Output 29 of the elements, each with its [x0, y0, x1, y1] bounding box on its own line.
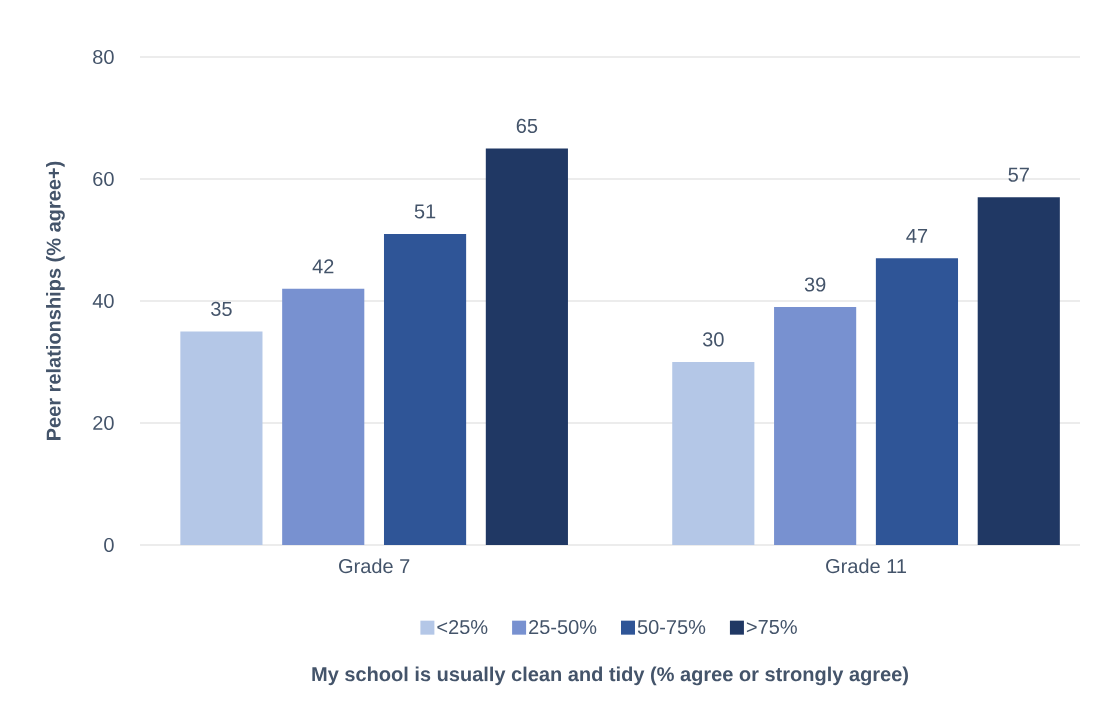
bar — [875, 258, 959, 545]
bar — [282, 288, 365, 545]
data-label: 42 — [312, 259, 334, 274]
x-axis-title: My school is usually clean and tidy (% agree or strongly agree) — [312, 666, 908, 686]
data-label: 47 — [906, 229, 928, 243]
legend-label: 25-50% — [529, 619, 597, 635]
bar — [485, 148, 568, 545]
y-tick-label: 60 — [93, 171, 114, 187]
data-label: 65 — [516, 118, 538, 133]
bar — [180, 331, 263, 545]
y-tick-label: 20 — [93, 415, 114, 431]
bar — [383, 233, 467, 545]
bar — [977, 197, 1060, 545]
y-tick-label: 80 — [93, 49, 114, 65]
bar — [774, 307, 857, 545]
legend-label: <25% — [437, 619, 488, 635]
data-label: 35 — [211, 301, 232, 316]
legend-label: >75% — [746, 619, 797, 635]
data-label: 57 — [1008, 167, 1029, 182]
data-label: 39 — [804, 277, 826, 292]
y-axis-title: Peer relationships (% agree+) — [46, 161, 65, 440]
y-tick-label: 40 — [92, 293, 114, 309]
legend-label: 50-75% — [637, 619, 706, 635]
x-tick-label: Grade 7 — [339, 558, 410, 574]
x-tick-label: Grade 11 — [826, 558, 907, 574]
data-label: 30 — [702, 332, 724, 347]
data-label: 51 — [414, 204, 436, 219]
y-tick-label: 0 — [104, 537, 114, 553]
bar — [672, 361, 755, 545]
